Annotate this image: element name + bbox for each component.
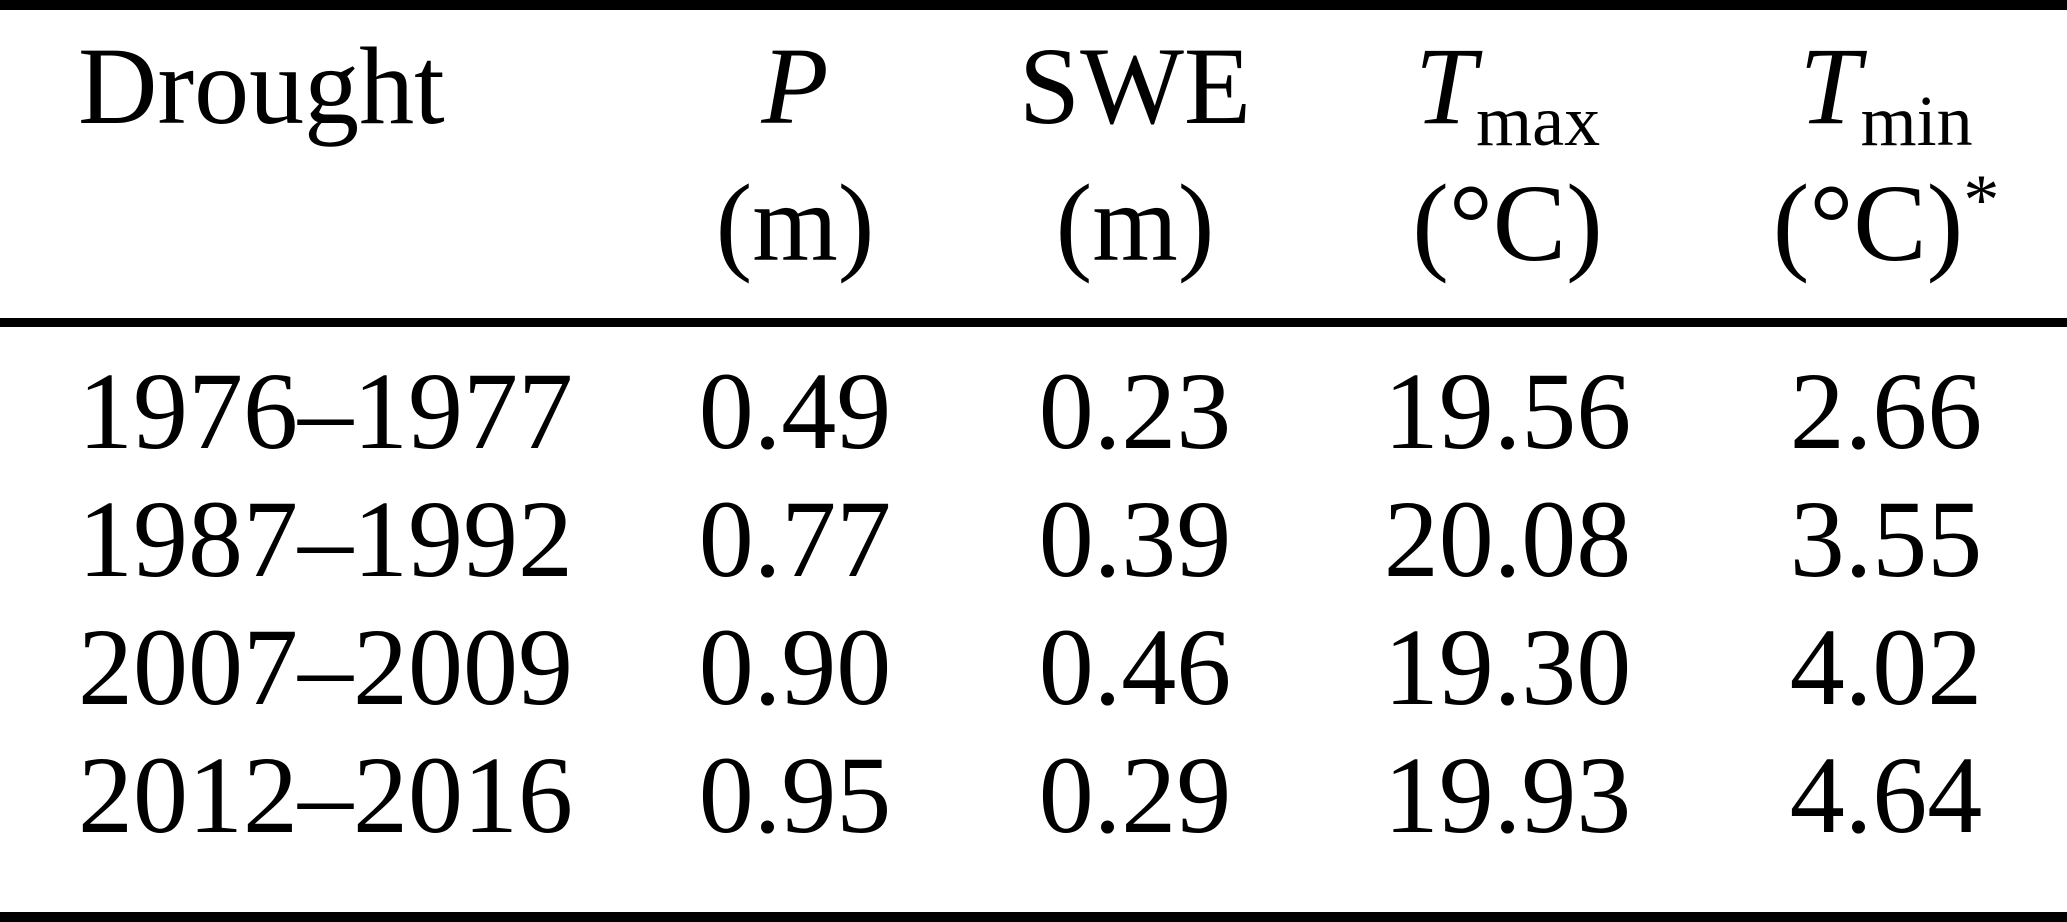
- cell-precipitation: 0.90: [698, 605, 892, 728]
- table-header-row: Drought P (m) SWE (m) Tmax (°C) Tmin (°C…: [0, 10, 2067, 318]
- cell-tmin: 3.55: [1789, 477, 1983, 600]
- cell-drought-period: 1987–1992: [78, 477, 573, 600]
- cell-precipitation: 0.77: [698, 477, 892, 600]
- cell-precipitation: 0.95: [698, 733, 892, 856]
- column-header-swe: SWE (m): [960, 18, 1310, 292]
- column-name: T: [1799, 25, 1861, 147]
- column-unit: (°C): [1412, 162, 1603, 284]
- cell-tmax: 20.08: [1383, 477, 1632, 600]
- table-body: 1976–1977 0.49 0.23 19.56 2.66 1987–1992…: [0, 327, 2067, 859]
- table-row: 1976–1977 0.49 0.23 19.56 2.66: [0, 347, 2067, 475]
- column-header-tmin: Tmin (°C)*: [1705, 18, 2067, 292]
- column-unit: (°C): [1772, 162, 1964, 284]
- column-name: Drought: [78, 25, 445, 147]
- cell-tmax: 19.30: [1383, 605, 1632, 728]
- table-row: 2012–2016 0.95 0.29 19.93 4.64: [0, 731, 2067, 859]
- cell-drought-period: 2007–2009: [78, 605, 573, 728]
- column-header-tmax: Tmax (°C): [1310, 18, 1705, 292]
- cell-tmin: 4.02: [1789, 605, 1983, 728]
- column-name: SWE: [1018, 25, 1252, 147]
- table-bottom-rule: [0, 912, 2067, 922]
- cell-tmin: 2.66: [1789, 349, 1983, 472]
- cell-swe: 0.29: [1038, 733, 1232, 856]
- cell-swe: 0.23: [1038, 349, 1232, 472]
- cell-swe: 0.39: [1038, 477, 1232, 600]
- cell-tmax: 19.93: [1383, 733, 1632, 856]
- column-header-drought: Drought: [0, 18, 630, 292]
- column-header-precipitation: P (m): [630, 18, 960, 292]
- table-row: 1987–1992 0.77 0.39 20.08 3.55: [0, 475, 2067, 603]
- cell-tmin: 4.64: [1789, 733, 1983, 856]
- cell-drought-period: 1976–1977: [78, 349, 573, 472]
- column-name: T: [1414, 25, 1477, 147]
- table-header-rule: [0, 318, 2067, 327]
- column-unit: (m): [1055, 162, 1215, 284]
- column-subscript: min: [1860, 81, 1973, 161]
- column-footnote-star: *: [1963, 160, 2000, 240]
- column-subscript: max: [1476, 81, 1601, 161]
- column-name: P: [761, 25, 829, 147]
- column-unit: (m): [715, 162, 875, 284]
- table-row: 2007–2009 0.90 0.46 19.30 4.02: [0, 603, 2067, 731]
- cell-swe: 0.46: [1038, 605, 1232, 728]
- cell-tmax: 19.56: [1383, 349, 1632, 472]
- cell-drought-period: 2012–2016: [78, 733, 573, 856]
- cell-precipitation: 0.49: [698, 349, 892, 472]
- table-top-rule: [0, 0, 2067, 10]
